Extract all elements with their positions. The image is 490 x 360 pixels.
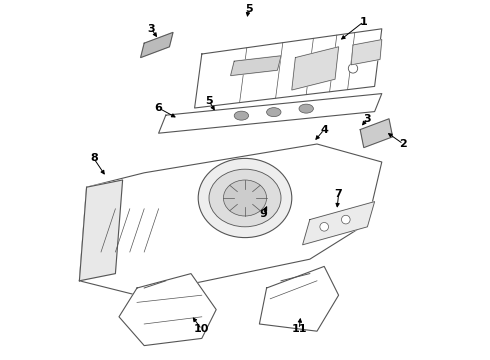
Polygon shape — [141, 32, 173, 58]
Text: 5: 5 — [205, 96, 213, 106]
Polygon shape — [231, 56, 281, 76]
Polygon shape — [119, 274, 216, 346]
Polygon shape — [79, 144, 382, 295]
Polygon shape — [195, 29, 382, 108]
Polygon shape — [292, 47, 339, 90]
Ellipse shape — [198, 158, 292, 238]
Ellipse shape — [209, 169, 281, 227]
Text: 11: 11 — [291, 324, 307, 334]
Polygon shape — [351, 40, 382, 65]
Ellipse shape — [223, 180, 267, 216]
Text: 3: 3 — [364, 114, 371, 124]
Polygon shape — [303, 202, 374, 245]
Circle shape — [342, 215, 350, 224]
Circle shape — [321, 55, 334, 68]
Text: 2: 2 — [399, 139, 407, 149]
Ellipse shape — [299, 104, 314, 113]
Text: 9: 9 — [259, 209, 267, 219]
Ellipse shape — [267, 108, 281, 117]
Text: 6: 6 — [155, 103, 163, 113]
Polygon shape — [259, 266, 339, 331]
Text: 7: 7 — [335, 189, 343, 199]
Text: 3: 3 — [147, 24, 155, 34]
Text: 4: 4 — [320, 125, 328, 135]
Text: 8: 8 — [90, 153, 98, 163]
Text: 1: 1 — [360, 17, 368, 27]
Text: 10: 10 — [194, 324, 210, 334]
Circle shape — [320, 222, 328, 231]
Circle shape — [348, 64, 358, 73]
Polygon shape — [360, 119, 392, 148]
Polygon shape — [79, 180, 122, 281]
Ellipse shape — [234, 111, 248, 120]
Text: 5: 5 — [245, 4, 252, 14]
Polygon shape — [159, 94, 382, 133]
